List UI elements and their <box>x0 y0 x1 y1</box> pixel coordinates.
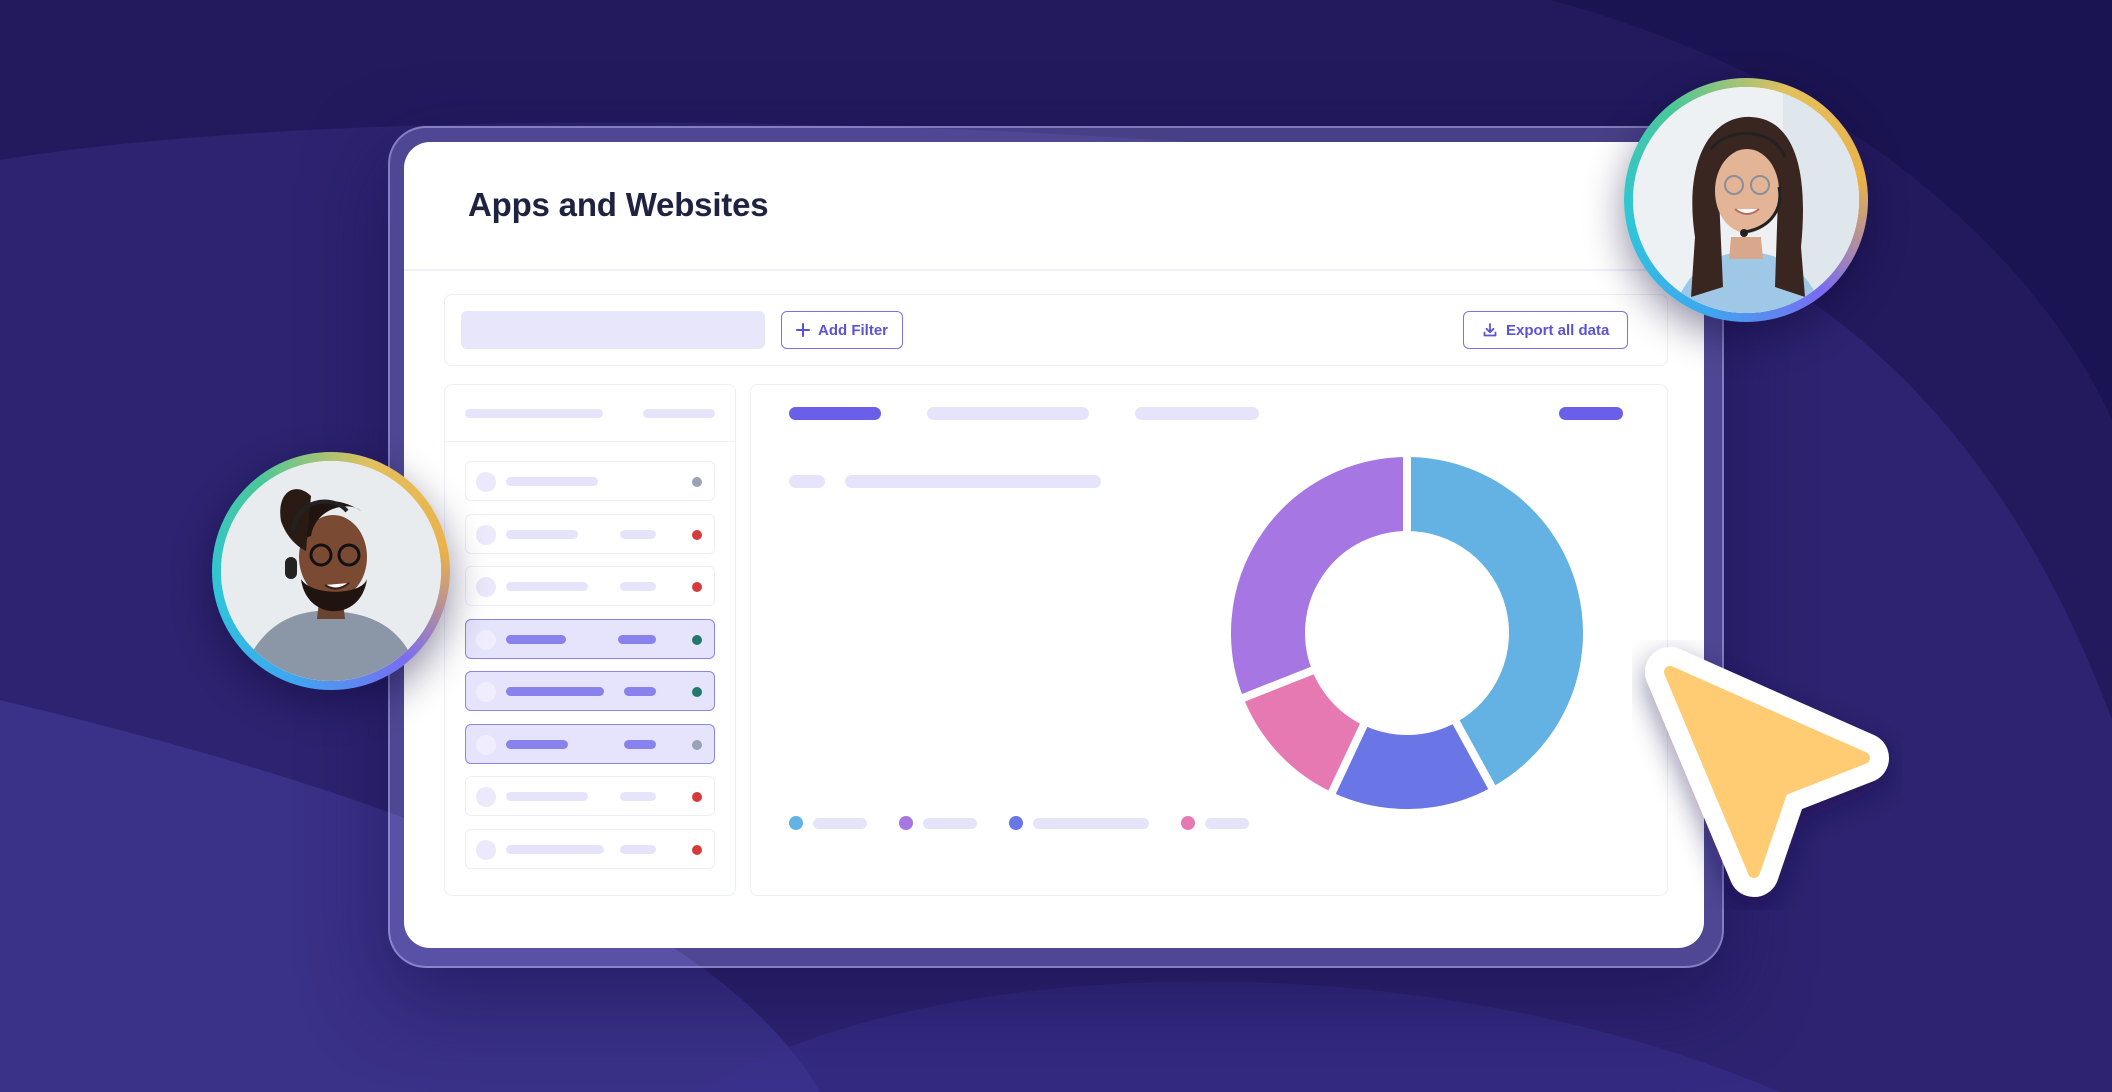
app-window: Apps and Websites Add Filter Export all … <box>404 142 1704 948</box>
legend-label-placeholder <box>813 818 867 829</box>
list-item-value-placeholder <box>620 844 656 854</box>
legend-label-placeholder <box>1033 818 1149 829</box>
legend-marker <box>1009 816 1023 830</box>
legend-marker <box>1181 816 1195 830</box>
status-dot <box>692 634 702 645</box>
status-dot <box>692 687 702 697</box>
download-icon <box>1482 322 1498 338</box>
list-item-label-placeholder <box>506 582 588 591</box>
list-item[interactable] <box>465 671 715 711</box>
page-title: Apps and Websites <box>468 186 769 223</box>
list-item-avatar <box>476 734 496 755</box>
list-item-avatar <box>476 629 496 650</box>
plus-icon <box>796 323 810 337</box>
list-item-value-placeholder <box>624 687 656 696</box>
status-dot <box>692 582 702 592</box>
list-item[interactable] <box>465 461 715 501</box>
status-dot <box>692 529 702 540</box>
list-item-label-placeholder <box>506 844 604 854</box>
list-item[interactable] <box>465 513 715 554</box>
tab-placeholder[interactable] <box>1135 407 1259 420</box>
agent-avatar-right <box>1624 78 1868 322</box>
list-item-label-placeholder <box>506 477 598 486</box>
action-pill[interactable] <box>1559 407 1623 420</box>
chart-card <box>750 384 1668 896</box>
list-item-label-placeholder <box>506 687 604 696</box>
list-item-label-placeholder <box>506 792 588 801</box>
list-item-avatar <box>476 682 496 702</box>
add-filter-button[interactable]: Add Filter <box>781 311 903 349</box>
list-item-value-placeholder <box>618 634 656 644</box>
filter-toolbar: Add Filter Export all data <box>444 294 1668 366</box>
status-dot <box>692 844 702 855</box>
subtitle-placeholder <box>845 475 1101 488</box>
status-dot <box>692 792 702 802</box>
list-header-placeholder <box>465 409 603 418</box>
tab-placeholder[interactable] <box>927 407 1089 420</box>
export-label: Export all data <box>1506 321 1610 339</box>
app-list-card <box>444 384 736 896</box>
list-item[interactable] <box>465 776 715 816</box>
pointer-arrow-icon <box>1645 647 1889 897</box>
subtitle-placeholder <box>789 475 825 488</box>
agent-photo <box>221 461 441 681</box>
agent-photo <box>1633 87 1859 313</box>
list-item-label-placeholder <box>506 634 566 644</box>
add-filter-label: Add Filter <box>818 321 888 339</box>
export-all-data-button[interactable]: Export all data <box>1463 311 1629 349</box>
list-item-value-placeholder <box>624 739 656 749</box>
donut-chart <box>1223 448 1591 817</box>
list-item-label-placeholder <box>506 529 578 539</box>
list-item-value-placeholder <box>620 582 656 591</box>
list-item-avatar <box>476 787 496 807</box>
list-item-avatar <box>476 472 496 492</box>
legend-marker <box>789 816 803 830</box>
legend-label-placeholder <box>923 818 977 829</box>
legend-marker <box>899 816 913 830</box>
donut-slice-4[interactable] <box>1223 448 1411 705</box>
agent-avatar-left <box>212 452 450 690</box>
list-item[interactable] <box>465 723 715 764</box>
header-divider <box>404 269 1704 271</box>
list-item[interactable] <box>465 566 715 606</box>
list-item-label-placeholder <box>506 739 568 749</box>
list-item-avatar <box>476 524 496 545</box>
list-header-divider <box>445 441 735 442</box>
list-header-placeholder <box>643 409 715 418</box>
list-item[interactable] <box>465 618 715 659</box>
tab-active[interactable] <box>789 407 881 420</box>
legend-label-placeholder <box>1205 818 1249 829</box>
list-item-avatar <box>476 577 496 597</box>
list-item-value-placeholder <box>620 792 656 801</box>
status-dot <box>692 739 702 750</box>
list-item-avatar <box>476 839 496 860</box>
status-dot <box>692 477 702 487</box>
list-item-value-placeholder <box>620 529 656 539</box>
search-input[interactable] <box>461 311 765 349</box>
donut-slice-1[interactable] <box>1403 448 1591 797</box>
list-item[interactable] <box>465 828 715 869</box>
